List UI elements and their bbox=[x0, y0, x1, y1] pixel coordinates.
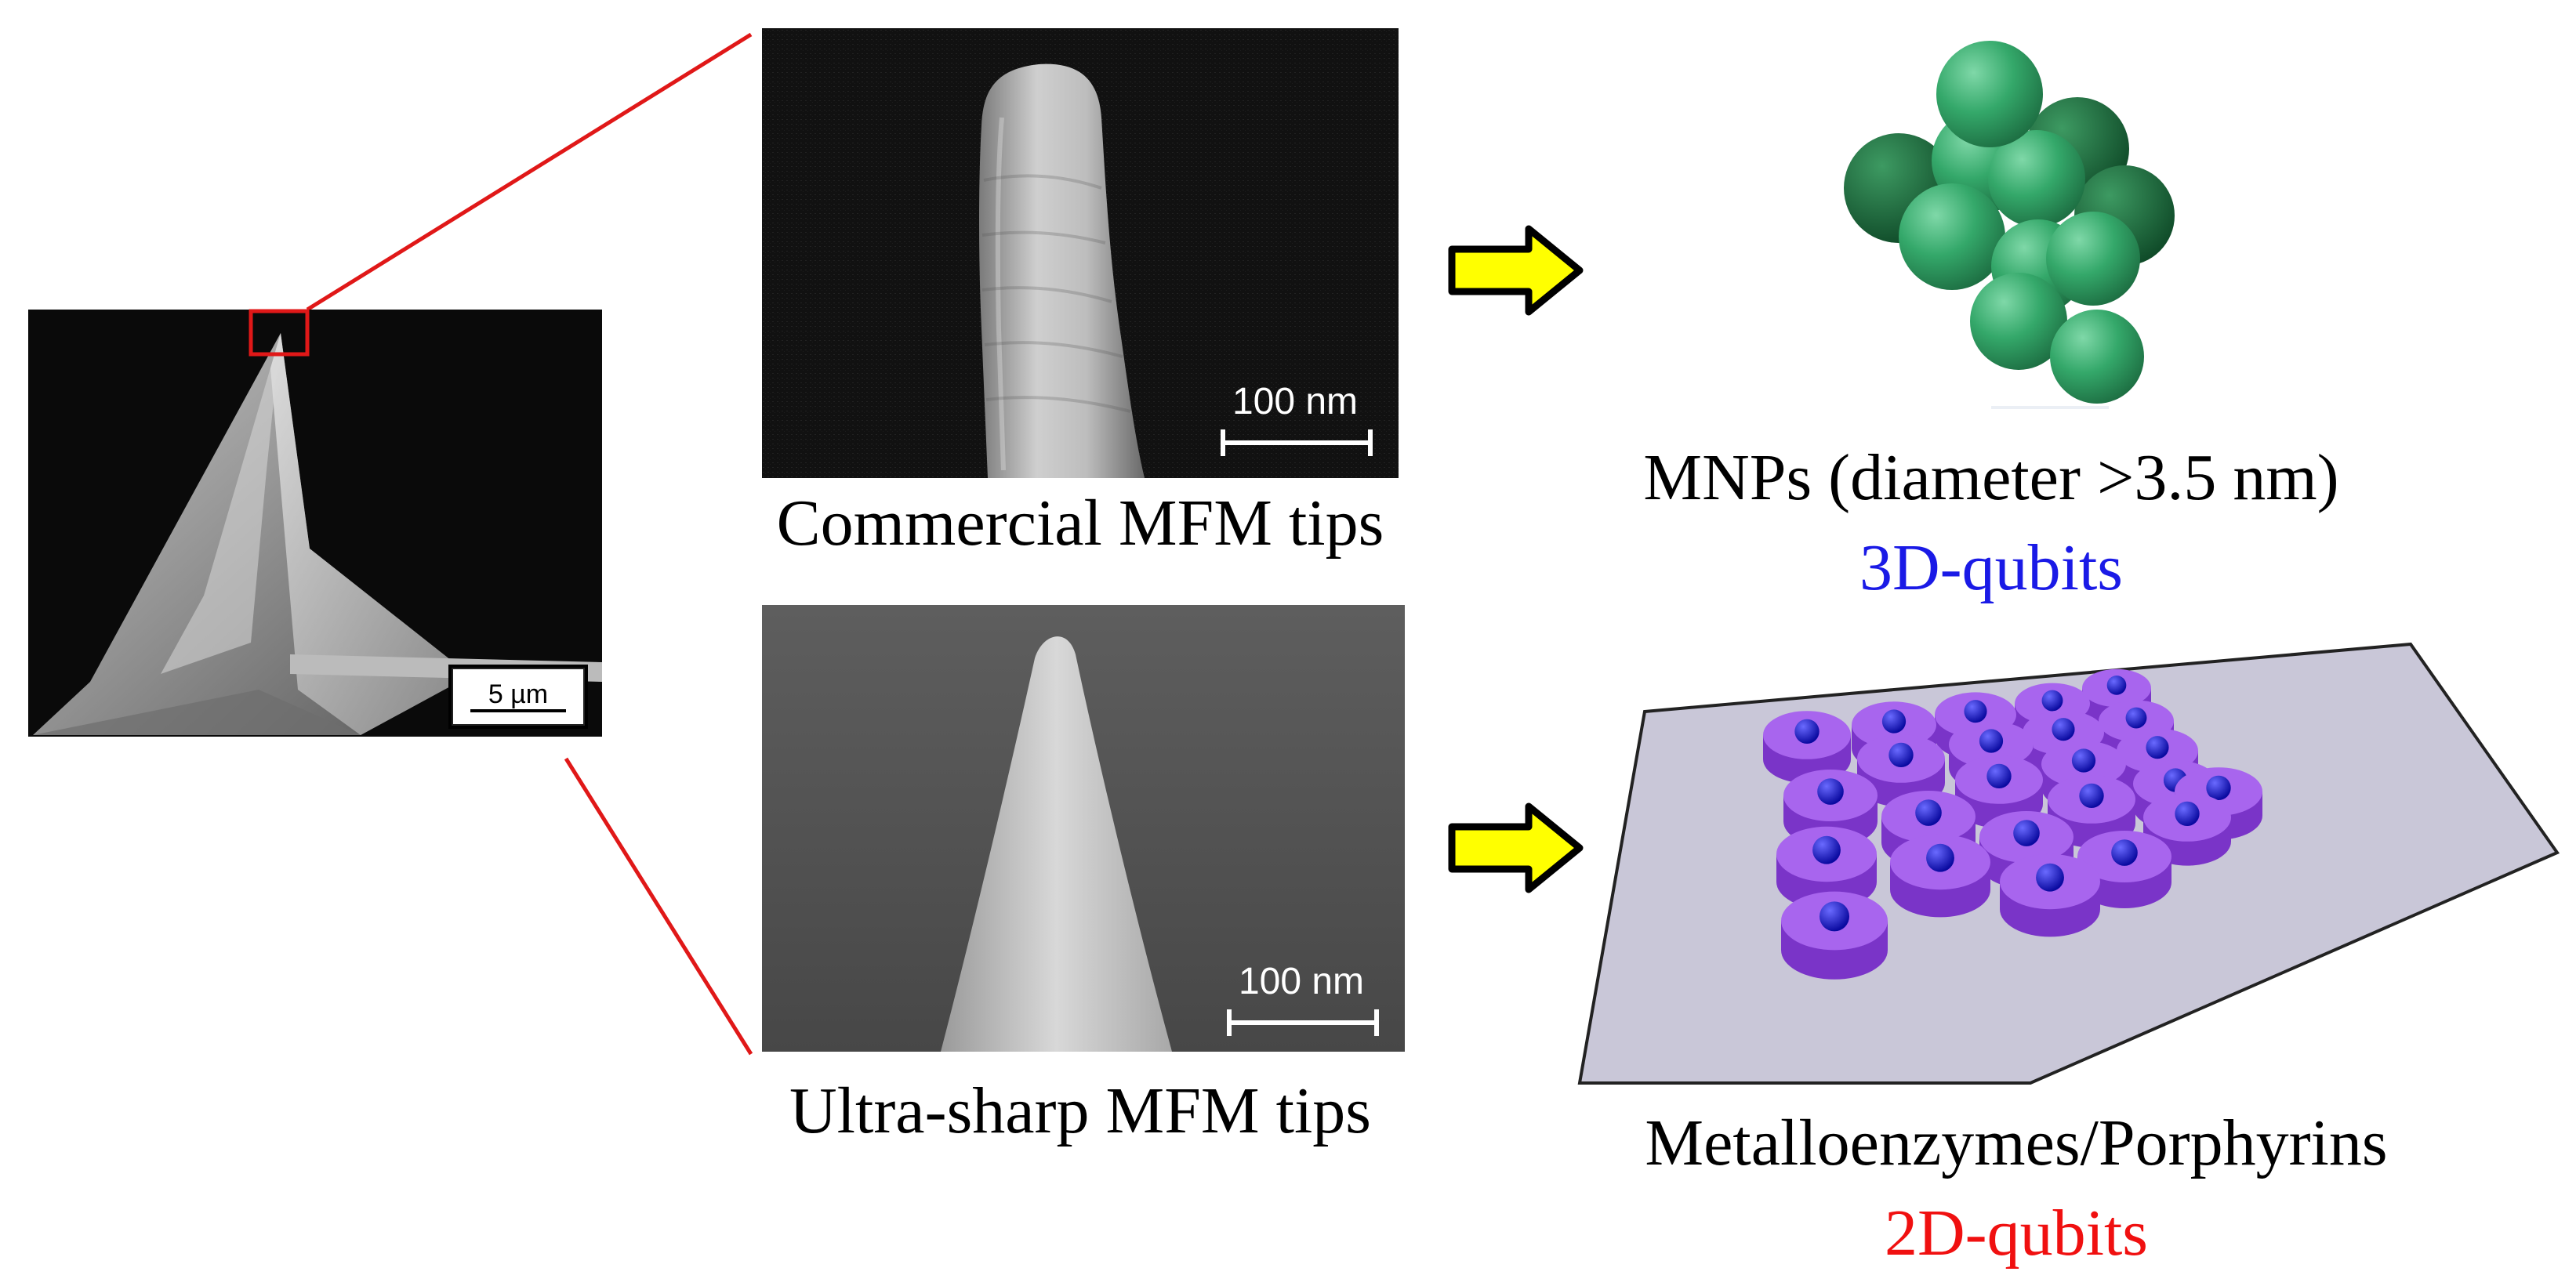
zoom-box bbox=[249, 309, 310, 357]
metal-center bbox=[1979, 729, 2004, 753]
mnp-qubit-label: 3D-qubits bbox=[1859, 531, 2123, 604]
mnp-caption: MNPs (diameter >3.5 nm) bbox=[1643, 441, 2338, 514]
metal-center bbox=[1986, 763, 2012, 789]
metal-center bbox=[2052, 718, 2075, 741]
mnp-cluster bbox=[1844, 41, 2175, 404]
metal-center bbox=[2111, 839, 2138, 866]
molecular-caption: Metalloenzymes/Porphyrins bbox=[1645, 1107, 2387, 1179]
metal-center bbox=[1794, 719, 1820, 744]
porphyrin-disc bbox=[1890, 834, 1990, 918]
nanoparticle-sphere bbox=[1899, 183, 2005, 290]
arrow-to-molecules-icon bbox=[1448, 802, 1584, 893]
metal-center bbox=[2125, 707, 2147, 729]
metal-center bbox=[1819, 901, 1850, 932]
metal-center bbox=[2036, 863, 2064, 892]
metal-center bbox=[2041, 690, 2063, 712]
overview-micrograph: 5 µm bbox=[28, 309, 602, 737]
zoom-line-top bbox=[306, 32, 753, 312]
metal-center bbox=[1926, 843, 1954, 872]
metal-center bbox=[1915, 799, 1942, 826]
molecular-qubit-label: 2D-qubits bbox=[1885, 1197, 2148, 1270]
commercial-tip-caption: Commercial MFM tips bbox=[777, 487, 1384, 560]
porphyrin-disc bbox=[2077, 831, 2171, 908]
nanoparticle-sphere bbox=[2046, 212, 2140, 306]
nanoparticle-sphere bbox=[1988, 130, 2085, 227]
ultrasharp-tip-caption: Ultra-sharp MFM tips bbox=[789, 1074, 1371, 1147]
metal-center bbox=[2071, 748, 2096, 773]
metal-center bbox=[2175, 801, 2200, 827]
metal-center bbox=[1817, 778, 1844, 805]
molecule-array bbox=[1763, 668, 2262, 980]
metal-center bbox=[1964, 700, 1987, 723]
metal-center bbox=[1888, 742, 1914, 768]
porphyrin-disc bbox=[2000, 853, 2100, 937]
overview-scale-label: 5 µm bbox=[488, 679, 548, 709]
ultrasharp-scale-label: 100 nm bbox=[1239, 961, 1364, 1002]
nanoparticle-sphere bbox=[1936, 41, 2043, 147]
arrow-to-mnps-icon bbox=[1448, 225, 1584, 316]
commercial-tip-micrograph: 100 nm bbox=[762, 28, 1399, 479]
metal-center bbox=[2206, 775, 2231, 801]
zoom-line-bottom bbox=[564, 757, 753, 1056]
metal-center bbox=[2013, 820, 2040, 846]
metal-center bbox=[2146, 736, 2169, 759]
commercial-tip-shape bbox=[979, 63, 1145, 479]
nanoparticle-sphere bbox=[2050, 310, 2144, 404]
porphyrin-disc bbox=[1781, 891, 1888, 980]
metal-center bbox=[1812, 835, 1841, 864]
ultrasharp-tip-shape bbox=[941, 636, 1172, 1052]
metal-center bbox=[1881, 709, 1907, 734]
nanoparticle-sphere bbox=[1970, 273, 2067, 370]
metal-center bbox=[2106, 676, 2127, 695]
commercial-scale-label: 100 nm bbox=[1232, 381, 1358, 422]
ultrasharp-tip-micrograph: 100 nm bbox=[762, 605, 1405, 1052]
metal-center bbox=[2079, 783, 2104, 809]
